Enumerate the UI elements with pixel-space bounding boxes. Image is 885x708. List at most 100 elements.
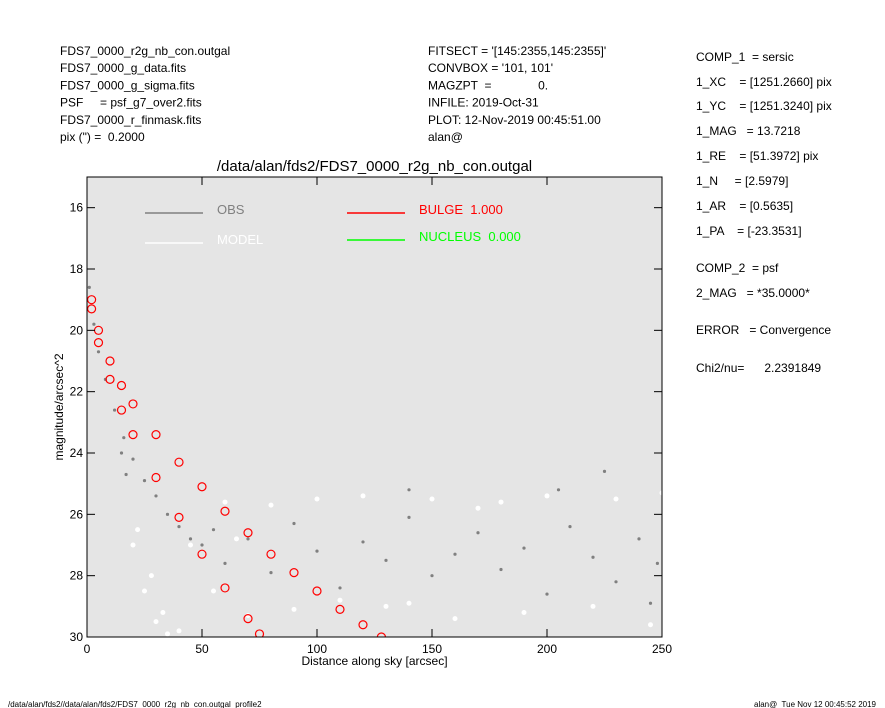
point xyxy=(211,588,216,594)
header-left-line: FDS7_0000_g_data.fits xyxy=(60,61,186,75)
point xyxy=(176,628,182,634)
point xyxy=(521,609,527,615)
point xyxy=(358,620,368,630)
point xyxy=(266,549,276,559)
point xyxy=(122,436,126,440)
point xyxy=(174,512,184,523)
point xyxy=(335,604,345,615)
point xyxy=(544,493,550,499)
point xyxy=(312,586,322,596)
point xyxy=(648,622,653,628)
point xyxy=(142,588,147,594)
header-right-line: COMP_1 = sersic xyxy=(696,50,794,64)
legend-label: NUCLEUS 0.000 xyxy=(419,229,521,244)
point xyxy=(522,546,526,550)
point xyxy=(87,295,97,305)
point xyxy=(148,573,154,579)
header-middle-line: PLOT: 12-Nov-2019 00:45:51.00 xyxy=(428,113,601,127)
header-middle-line: FITSECT = '[145:2355,145:2355]' xyxy=(428,44,606,58)
point xyxy=(314,496,320,502)
legend-label: MODEL xyxy=(217,232,263,247)
header-left-line: pix (") = 0.2000 xyxy=(60,130,145,144)
point xyxy=(476,531,480,535)
point xyxy=(655,561,660,566)
header-left-line: FDS7_0000_g_sigma.fits xyxy=(60,78,195,92)
point xyxy=(648,601,653,605)
point xyxy=(188,537,193,541)
point xyxy=(498,499,504,505)
footer-left: /data/alan/fds2//data/alan/fds2/FDS7_000… xyxy=(8,700,262,708)
header-right-line: COMP_2 = psf xyxy=(696,261,779,275)
point xyxy=(220,583,230,593)
point xyxy=(337,597,343,603)
point xyxy=(406,600,412,606)
y-tick-label: 30 xyxy=(70,630,84,644)
y-tick-label: 20 xyxy=(70,323,84,337)
point xyxy=(87,285,91,289)
header-middle-line: INFILE: 2019-Oct-31 xyxy=(428,96,539,110)
y-tick-label: 28 xyxy=(70,569,84,583)
point xyxy=(383,603,389,609)
point xyxy=(360,493,366,499)
y-tick-label: 24 xyxy=(70,446,84,460)
point xyxy=(130,542,136,548)
point xyxy=(407,515,411,520)
point xyxy=(591,555,595,559)
point xyxy=(384,558,388,562)
point xyxy=(154,494,158,498)
point xyxy=(105,356,115,366)
header-right-line: Chi2/nu= 2.2391849 xyxy=(696,361,821,375)
x-tick-label: 150 xyxy=(422,642,442,656)
point xyxy=(376,632,386,637)
point xyxy=(131,457,135,461)
point xyxy=(269,571,273,575)
point xyxy=(174,457,184,467)
header-left-line: PSF = psf_g7_over2.fits xyxy=(60,96,202,110)
point xyxy=(116,380,127,391)
header-right-line: 2_MAG = *35.0000* xyxy=(696,286,810,300)
point xyxy=(268,502,274,508)
point xyxy=(243,528,253,538)
header-middle-line: CONVBOX = '101, 101' xyxy=(428,61,553,75)
point xyxy=(556,488,561,492)
point xyxy=(211,528,216,532)
point xyxy=(87,304,97,314)
point xyxy=(613,496,619,502)
point xyxy=(234,536,239,542)
legend-label: OBS xyxy=(217,202,245,217)
point xyxy=(177,525,181,529)
x-tick-label: 0 xyxy=(84,642,91,656)
point xyxy=(223,561,227,566)
point xyxy=(602,469,607,473)
point xyxy=(338,586,342,590)
point xyxy=(475,505,481,511)
point xyxy=(135,527,141,533)
point xyxy=(614,580,618,584)
point xyxy=(197,549,207,559)
point xyxy=(96,350,101,354)
point xyxy=(220,506,230,516)
point xyxy=(128,430,138,440)
point xyxy=(407,488,411,492)
y-tick-label: 16 xyxy=(70,201,84,215)
point xyxy=(92,322,96,326)
header-right-line: 1_AR = [0.5635] xyxy=(696,199,793,213)
footer-right: alan@ Tue Nov 12 00:45:52 2019 xyxy=(754,700,877,708)
point xyxy=(254,629,265,637)
y-axis-label: magnitude/arcsec^2 xyxy=(52,353,66,460)
point xyxy=(246,537,250,541)
point xyxy=(430,574,434,578)
header-middle-line: alan@ xyxy=(428,130,463,144)
point xyxy=(289,567,299,578)
point xyxy=(568,525,572,529)
point xyxy=(142,479,147,483)
point xyxy=(222,499,228,505)
point xyxy=(452,616,458,622)
point xyxy=(545,592,549,596)
header-right-line: 1_YC = [1251.3240] pix xyxy=(696,99,832,113)
point xyxy=(188,542,193,548)
point xyxy=(128,399,138,409)
point xyxy=(160,609,166,615)
y-tick-label: 18 xyxy=(70,262,84,276)
legend-label: BULGE 1.000 xyxy=(419,202,503,217)
